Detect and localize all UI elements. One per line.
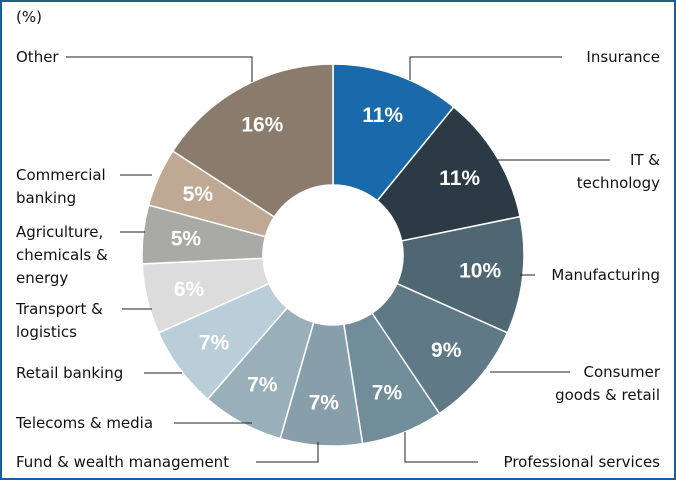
category-label: Other bbox=[16, 48, 59, 66]
leader-line bbox=[404, 432, 478, 463]
slice bbox=[376, 105, 521, 242]
value-label: 7% bbox=[309, 391, 340, 414]
category-label: Agriculture, chemicals & energy bbox=[16, 223, 108, 287]
category-label: IT & technology bbox=[576, 151, 660, 192]
slice bbox=[171, 63, 334, 218]
value-label: 9% bbox=[431, 339, 462, 362]
category-label: Retail banking bbox=[16, 364, 124, 382]
leader-line bbox=[409, 56, 562, 80]
category-label: Telecoms & media bbox=[16, 414, 154, 432]
category-label: Insurance bbox=[586, 48, 660, 66]
leader-line bbox=[256, 442, 319, 463]
value-label: 10% bbox=[459, 260, 501, 283]
value-label: 11% bbox=[439, 167, 480, 190]
value-label: 7% bbox=[199, 332, 230, 355]
category-label: Commercial banking bbox=[16, 166, 106, 207]
value-label: 5% bbox=[183, 183, 214, 206]
category-label: Consumer goods & retail bbox=[555, 363, 660, 404]
value-label: 11% bbox=[362, 104, 403, 127]
category-label: Fund & wealth management bbox=[16, 453, 230, 471]
value-label: 5% bbox=[171, 227, 202, 250]
leader-line bbox=[66, 56, 253, 82]
slice bbox=[332, 63, 455, 202]
value-label: 6% bbox=[174, 278, 205, 301]
value-label: 7% bbox=[247, 374, 278, 397]
category-label: Manufacturing bbox=[551, 266, 660, 284]
category-label: Transport & logistics bbox=[16, 300, 103, 341]
value-label: 16% bbox=[241, 114, 283, 137]
subtitle: (%) bbox=[16, 8, 42, 26]
category-label: Professional services bbox=[503, 453, 660, 471]
value-label: 7% bbox=[372, 381, 403, 404]
